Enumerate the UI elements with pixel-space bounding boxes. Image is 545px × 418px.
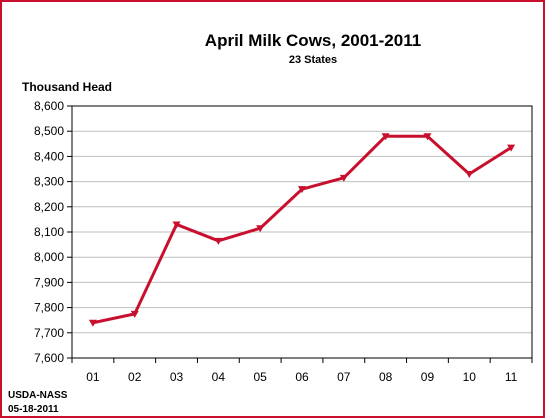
x-tick-label: 02: [128, 370, 142, 384]
data-point-marker: [465, 171, 474, 179]
data-point-marker: [256, 225, 265, 233]
y-tick-label: 8,600: [34, 99, 64, 113]
data-point-marker: [214, 237, 223, 245]
x-tick-label: 03: [170, 370, 184, 384]
series-layer: [88, 133, 516, 327]
x-tick-label: 05: [254, 370, 268, 384]
y-tick-label: 8,000: [34, 250, 64, 264]
y-axis-label: Thousand Head: [22, 80, 112, 94]
data-point-marker: [130, 310, 139, 318]
y-tick-label: 8,100: [34, 225, 64, 239]
plot-area: [71, 105, 533, 359]
y-tick-label: 8,300: [34, 175, 64, 189]
x-tick-label: 01: [86, 370, 100, 384]
x-tick-label: 04: [212, 370, 226, 384]
data-point-marker: [339, 174, 348, 182]
date-label: 05-18-2011: [8, 404, 59, 415]
y-tick-label: 7,800: [34, 301, 64, 315]
x-tick-label: 10: [463, 370, 477, 384]
chart-subtitle: 23 States: [289, 54, 337, 66]
x-tick-label: 11: [505, 370, 518, 384]
chart-title: April Milk Cows, 2001-2011: [205, 31, 421, 50]
data-point-marker: [172, 221, 181, 229]
source-label: USDA-NASS: [8, 390, 68, 401]
y-tick-label: 8,500: [34, 124, 64, 138]
data-point-marker: [381, 133, 390, 141]
data-point-marker: [423, 133, 432, 141]
y-tick-label: 7,700: [34, 326, 64, 340]
x-tick-label: 06: [295, 370, 309, 384]
x-tick-labels: 01 02 03 04 05 06 07 08 09 10 11: [71, 358, 533, 384]
y-tick-label: 8,400: [34, 149, 64, 163]
data-point-marker: [507, 144, 516, 152]
y-tick-label: 7,600: [34, 351, 64, 365]
series-line: [92, 134, 512, 325]
x-tick-label: 09: [421, 370, 435, 384]
y-tick-label: 8,200: [34, 200, 64, 214]
x-tick-label: 07: [337, 370, 351, 384]
y-tick-labels: 7,600 7,700 7,800 7,900 8,000 8,100 8,200 8,300…: [34, 99, 72, 365]
data-point-marker: [88, 319, 97, 327]
x-tick-label: 08: [379, 370, 393, 384]
y-tick-label: 7,900: [34, 275, 64, 289]
data-point-marker: [298, 186, 306, 194]
